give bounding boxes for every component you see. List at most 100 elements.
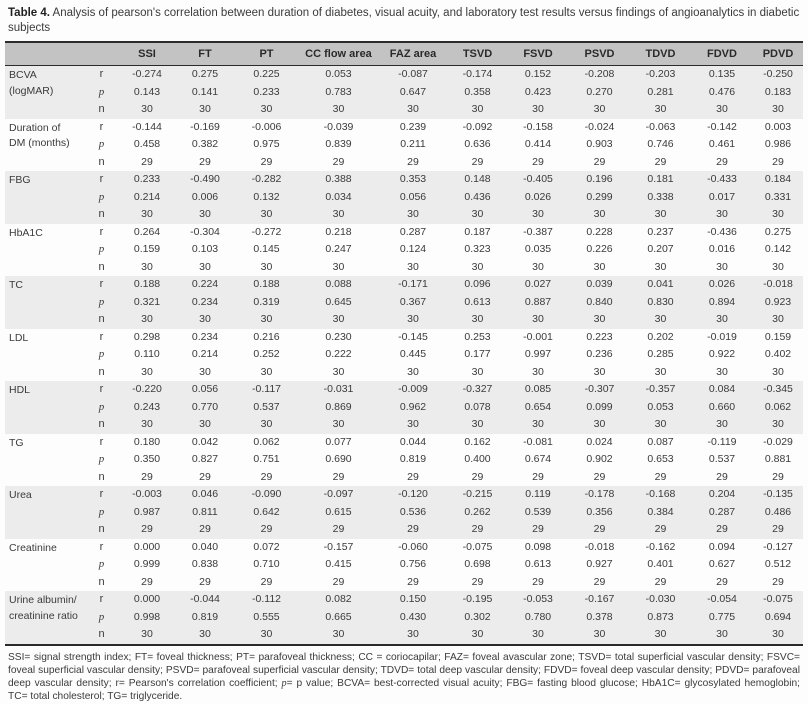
table-cell: 0.024 (586, 435, 613, 448)
table-cell: 29 (448, 521, 507, 539)
table-cell: -0.054 (691, 591, 753, 609)
table-cell: 30 (118, 206, 176, 224)
table-cell: 0.124 (399, 243, 427, 255)
stat-label-p: p (85, 398, 118, 416)
row-variable-line: (logMAR) (9, 84, 54, 97)
stat-label-r: r (85, 591, 118, 609)
table-cell: 0.143 (118, 83, 176, 101)
table-row: n 29 29 29 29 29 29 29 29 29 29 29 (5, 521, 803, 539)
stat-label-p: p (98, 138, 105, 150)
table-cell: 0.026 (691, 276, 753, 294)
table-cell: 0.027 (507, 276, 569, 294)
table-cell: 30 (234, 416, 299, 434)
table-cell: 0.177 (464, 348, 491, 360)
table-cell: 0.287 (691, 503, 753, 521)
table-cell: 0.062 (253, 435, 280, 448)
row-variable-label: HDL (5, 381, 85, 434)
stat-label-p: p (85, 608, 118, 626)
table-cell: 0.780 (507, 608, 569, 626)
table-row: p 0.987 0.811 0.642 0.615 0.536 0.262 0.539 0.35… (5, 503, 803, 521)
table-cell: 0.084 (691, 381, 753, 399)
table-cell: 30 (176, 101, 234, 119)
table-cell: 0.615 (299, 503, 378, 521)
table-cell: 0.694 (753, 608, 803, 626)
table-cell: 0.141 (176, 83, 234, 101)
table-cell: 30 (118, 416, 176, 434)
table-cell: 0.275 (764, 225, 792, 238)
table-cell: 0.436 (448, 188, 507, 206)
stat-label-r: r (99, 225, 104, 238)
stat-label-r: r (99, 435, 104, 448)
table-cell: 0.180 (133, 435, 161, 448)
table-cell: 30 (654, 260, 667, 273)
table-cell: -0.272 (251, 225, 282, 238)
table-cell: -0.060 (398, 540, 428, 553)
stat-label-p: p (85, 188, 118, 206)
stat-label-p: p (85, 293, 118, 311)
stat-label-r: r (99, 120, 104, 133)
table-cell: 0.869 (299, 398, 378, 416)
table-row: n 29 29 29 29 29 29 29 29 29 29 29 (5, 469, 803, 487)
table-cell: -0.075 (753, 591, 803, 609)
table-cell: 0.188 (234, 276, 299, 294)
table-cell: -0.135 (753, 486, 803, 504)
table-cell: 30 (176, 626, 234, 645)
table-cell: 29 (176, 521, 234, 539)
table-cell: 29 (593, 470, 606, 483)
table-cell: 0.710 (253, 558, 280, 570)
table-cell: -0.345 (753, 381, 803, 399)
table-cell: 0.323 (464, 243, 491, 255)
table-cell: 0.262 (448, 503, 507, 521)
table-cell: 29 (471, 575, 484, 588)
table-cell: 0.353 (378, 171, 448, 189)
row-variable-line: creatinine ratio (9, 609, 78, 622)
table-cell: 0.476 (691, 83, 753, 101)
table-cell: -0.081 (523, 435, 553, 448)
table-cell: 0.187 (464, 225, 491, 238)
column-header-psvd: PSVD (569, 42, 630, 66)
table-cell: -0.174 (448, 65, 507, 84)
table-cell: 30 (260, 260, 273, 273)
table-row: p 0.999 0.838 0.710 0.415 0.756 0.698 0.613 0.92… (5, 556, 803, 574)
table-cell: -0.063 (645, 120, 676, 133)
table-cell: 0.145 (253, 243, 280, 255)
footnote-segment: SSI= signal strength index; FT= foveal t… (8, 651, 800, 689)
table-cell: 0.236 (586, 348, 613, 360)
table-cell: 0.053 (630, 398, 691, 416)
table-cell: 0.056 (378, 188, 448, 206)
stat-label-n: n (98, 575, 105, 588)
table-cell: 0.627 (708, 558, 736, 570)
table-cell: 0.230 (325, 330, 352, 343)
row-variable-line: BCVA (9, 69, 37, 81)
table-cell: 0.000 (118, 591, 176, 609)
table-cell: 30 (753, 206, 803, 224)
row-variable-line: TG (9, 436, 24, 449)
table-cell: 29 (199, 575, 211, 588)
table-cell: 0.839 (325, 138, 352, 150)
table-cell: 30 (593, 260, 606, 273)
table-cell: 0.214 (191, 348, 219, 360)
table-cell: 30 (407, 260, 419, 273)
table-cell: 0.690 (325, 453, 352, 465)
table-cell: 0.975 (253, 138, 280, 150)
table-cell: 30 (691, 206, 753, 224)
table-cell: 0.094 (708, 540, 736, 553)
column-header-tdvd: TDVD (630, 42, 691, 66)
footnote-segment: = p value; BCVA= best-corrected visual a… (8, 677, 800, 703)
table-cell: 0.302 (448, 608, 507, 626)
table-cell: 29 (593, 575, 606, 588)
table-cell: 29 (471, 155, 484, 168)
row-variable-line: FBG (9, 174, 31, 186)
table-cell: 30 (299, 626, 378, 645)
table-cell: 30 (448, 416, 507, 434)
table-cell: 0.415 (325, 558, 352, 570)
table-cell: 29 (471, 470, 484, 483)
table-cell: 29 (407, 470, 419, 483)
table-cell: 0.234 (176, 293, 234, 311)
table-row: FBG r 0.233 -0.490 -0.282 0.388 0.353 0.148 -0.4… (5, 171, 803, 224)
table-row: n 30 30 30 30 30 30 30 30 30 30 30 (5, 364, 803, 382)
table-row: p 0.458 0.382 0.975 0.839 0.211 0.636 0.414 0.90… (5, 136, 803, 154)
table-cell: 0.243 (118, 398, 176, 416)
table-row: p 0.243 0.770 0.537 0.869 0.962 0.078 0.654 0.09… (5, 398, 803, 416)
table-cell: 29 (332, 470, 345, 483)
